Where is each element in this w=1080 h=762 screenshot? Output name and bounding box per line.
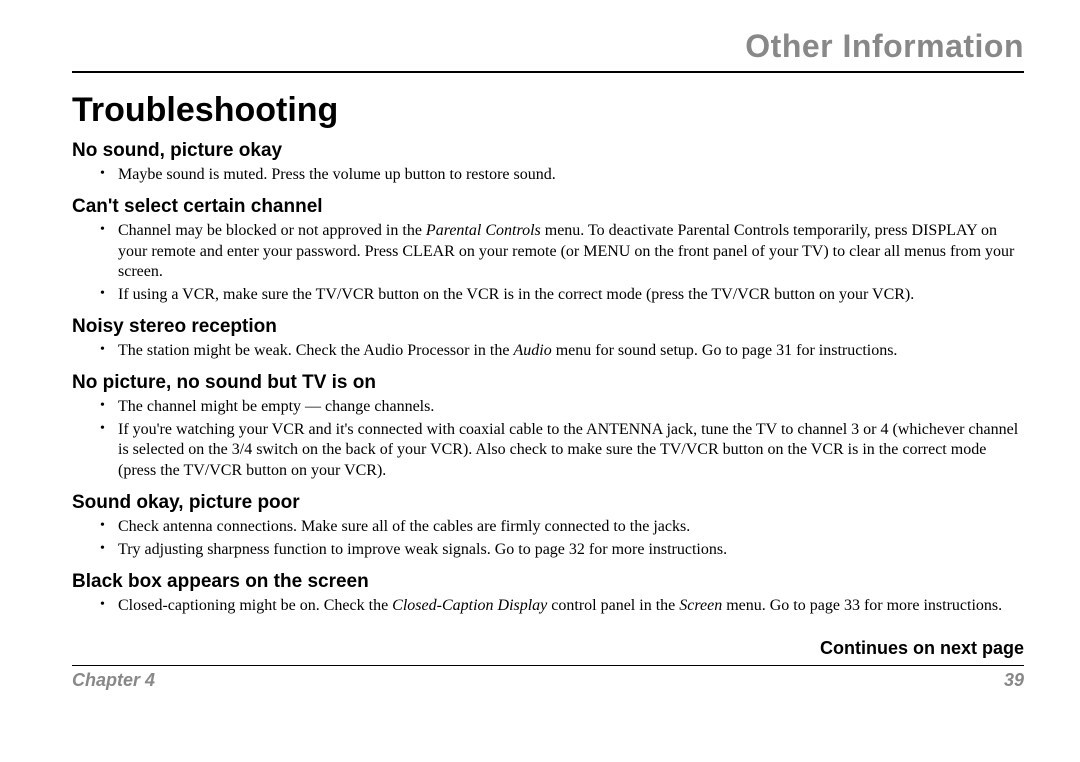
footer-page: 39 bbox=[1004, 670, 1024, 691]
body-text: Maybe sound is muted. Press the volume u… bbox=[118, 166, 556, 183]
continues-label: Continues on next page bbox=[72, 638, 1024, 659]
body-text: The station might be weak. Check the Aud… bbox=[118, 342, 513, 359]
body-text: Channel may be blocked or not approved i… bbox=[118, 222, 426, 239]
body-text: Closed-captioning might be on. Check the bbox=[118, 597, 392, 614]
problem-heading: Can't select certain channel bbox=[72, 196, 1024, 218]
problem-bullet-list: Closed-captioning might be on. Check the… bbox=[72, 596, 1024, 617]
body-text: If using a VCR, make sure the TV/VCR but… bbox=[118, 286, 914, 303]
body-text: menu. Go to page 33 for more instruction… bbox=[722, 597, 1002, 614]
header-title: Other Information bbox=[72, 28, 1024, 65]
italic-text: Closed-Caption Display bbox=[392, 597, 547, 614]
italic-text: Parental Controls bbox=[426, 222, 541, 239]
problem-heading: Black box appears on the screen bbox=[72, 571, 1024, 593]
problem-bullet: Closed-captioning might be on. Check the… bbox=[100, 596, 1024, 617]
body-text: If you're watching your VCR and it's con… bbox=[118, 421, 1018, 480]
problem-bullet: The channel might be empty — change chan… bbox=[100, 397, 1024, 418]
problems-container: No sound, picture okay Maybe sound is mut… bbox=[72, 140, 1024, 616]
body-text: The channel might be empty — change chan… bbox=[118, 398, 434, 415]
footer: Chapter 4 39 bbox=[72, 670, 1024, 691]
body-text: menu for sound setup. Go to page 31 for … bbox=[552, 342, 898, 359]
problem-bullet: Channel may be blocked or not approved i… bbox=[100, 221, 1024, 283]
body-text: Check antenna connections. Make sure all… bbox=[118, 518, 690, 535]
document-page: Other Information Troubleshooting No sou… bbox=[0, 0, 1080, 762]
problem-heading: No sound, picture okay bbox=[72, 140, 1024, 162]
problem-bullet: If you're watching your VCR and it's con… bbox=[100, 420, 1024, 482]
problem-bullet: Check antenna connections. Make sure all… bbox=[100, 517, 1024, 538]
problem-heading: Noisy stereo reception bbox=[72, 316, 1024, 338]
problem-bullet: If using a VCR, make sure the TV/VCR but… bbox=[100, 285, 1024, 306]
problem-bullet-list: The station might be weak. Check the Aud… bbox=[72, 341, 1024, 362]
problem-heading: Sound okay, picture poor bbox=[72, 492, 1024, 514]
header-rule bbox=[72, 71, 1024, 73]
body-text: control panel in the bbox=[547, 597, 679, 614]
footer-chapter: Chapter 4 bbox=[72, 670, 155, 691]
section-title: Troubleshooting bbox=[72, 91, 1024, 130]
problem-heading: No picture, no sound but TV is on bbox=[72, 372, 1024, 394]
problem-bullet-list: The channel might be empty — change chan… bbox=[72, 397, 1024, 482]
problem-bullet-list: Channel may be blocked or not approved i… bbox=[72, 221, 1024, 306]
problem-bullet: The station might be weak. Check the Aud… bbox=[100, 341, 1024, 362]
footer-rule bbox=[72, 665, 1024, 666]
problem-bullet: Try adjusting sharpness function to impr… bbox=[100, 540, 1024, 561]
problem-bullet-list: Check antenna connections. Make sure all… bbox=[72, 517, 1024, 561]
problem-bullet-list: Maybe sound is muted. Press the volume u… bbox=[72, 165, 1024, 186]
problem-bullet: Maybe sound is muted. Press the volume u… bbox=[100, 165, 1024, 186]
italic-text: Audio bbox=[513, 342, 551, 359]
body-text: Try adjusting sharpness function to impr… bbox=[118, 541, 727, 558]
italic-text: Screen bbox=[679, 597, 722, 614]
